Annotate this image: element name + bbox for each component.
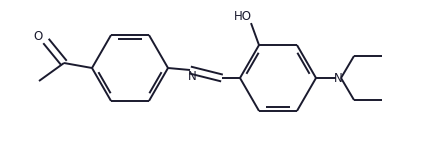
Text: N: N	[334, 72, 342, 84]
Text: O: O	[34, 30, 43, 42]
Text: HO: HO	[234, 10, 252, 23]
Text: N: N	[187, 69, 197, 82]
